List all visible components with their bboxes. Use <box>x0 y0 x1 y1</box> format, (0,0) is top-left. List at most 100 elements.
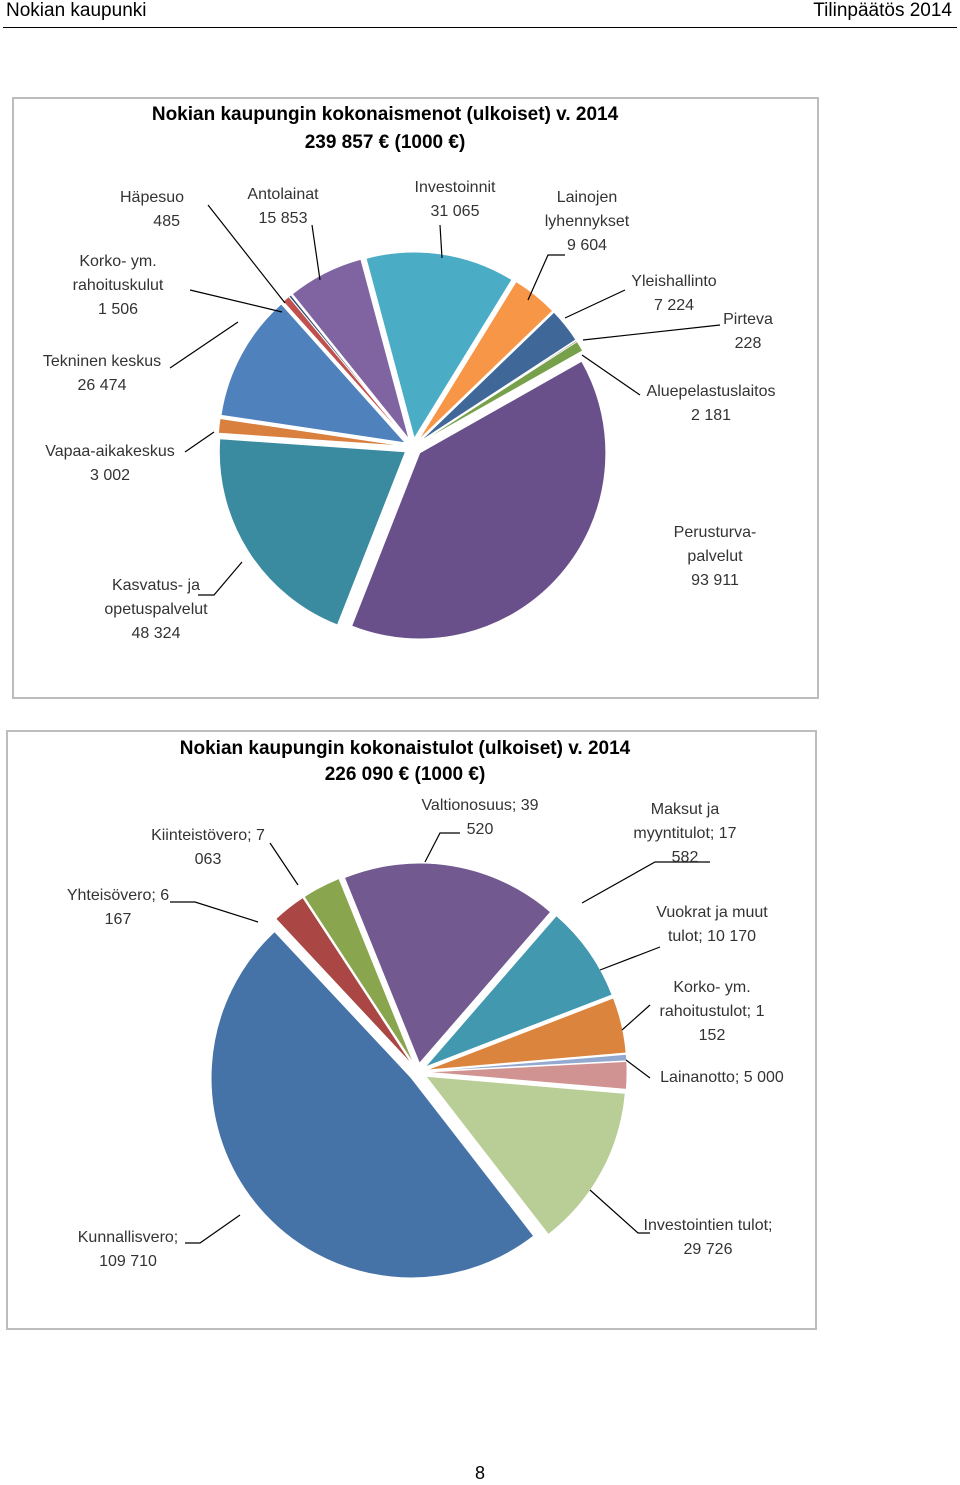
category-label: Kasvatus- ja opetuspalvelut <box>104 577 208 618</box>
value-label: 2 181 <box>690 407 732 424</box>
data-label: Aluepelastuslaitos 2 181 <box>631 380 791 428</box>
value-label: 93 911 <box>691 572 739 589</box>
pie-slice <box>275 897 413 1066</box>
chart-subtitle: 226 090 € (1000 €) <box>324 764 486 785</box>
leader-line <box>169 321 239 369</box>
data-label: Lainanotto; 5 000 <box>637 1066 807 1090</box>
chart-frame <box>12 97 819 699</box>
category-label: Perusturva-palvelut <box>673 524 757 565</box>
data-label: Antolainat 15 853 <box>228 183 338 231</box>
leader-line <box>581 354 641 396</box>
value-label: 48 324 <box>131 625 181 642</box>
value-label: 31 065 <box>430 203 480 220</box>
header-left: Nokian kaupunki <box>6 0 147 21</box>
category-label: Lainanotto; 5 000 <box>660 1069 784 1086</box>
data-label: Kasvatus- ja opetuspalvelut 48 324 <box>91 574 221 646</box>
category-label: Pirteva <box>723 311 773 328</box>
chart-title: Nokian kaupungin kokonaistulot (ulkoiset… <box>179 738 631 759</box>
leader-line <box>439 224 443 259</box>
leader-line <box>582 324 721 341</box>
category-label: Yhteisövero; 6 167 <box>66 887 170 928</box>
data-label: Yleishallinto 7 224 <box>619 270 729 318</box>
data-label: Tekninen keskus 26 474 <box>27 350 177 398</box>
data-label: Valtionosuus; 39 520 <box>420 794 540 842</box>
pie-slice <box>218 438 406 626</box>
leader-line <box>621 1004 651 1031</box>
category-label: Kiinteistövero; 7 063 <box>151 827 265 868</box>
category-label: Aluepelastuslaitos <box>646 383 776 400</box>
pie-slice <box>210 931 535 1279</box>
category-label: Vapaa-aikakeskus <box>45 443 175 460</box>
category-label: Investointien tulot; 29 726 <box>643 1217 773 1258</box>
category-label: Korko- ym. rahoitustulot; 1 152 <box>659 979 765 1044</box>
chart-frame <box>6 730 817 1330</box>
data-label: Korko- ym. rahoituskulut 1 506 <box>61 250 176 322</box>
leader-line <box>189 289 283 313</box>
data-label: Vuokrat ja muut tulot; 10 170 <box>637 901 787 949</box>
pie-slice <box>291 258 410 440</box>
value-label: 7 224 <box>653 297 695 314</box>
value-label: 485 <box>153 213 180 230</box>
pie-slice <box>418 281 554 441</box>
data-label: Investointien tulot; 29 726 <box>643 1214 773 1262</box>
data-label: Investoinnit 31 065 <box>395 176 515 224</box>
value-label: 3 002 <box>89 467 131 484</box>
leader-line <box>269 842 299 886</box>
category-label: Kunnallisvero; 109 710 <box>77 1229 179 1270</box>
category-label: Tekninen keskus <box>42 353 162 370</box>
chart-subtitle: 239 857 € (1000 €) <box>304 132 466 153</box>
leader-lines <box>169 204 721 1244</box>
category-label: Yleishallinto <box>631 273 717 290</box>
pie-slice <box>344 862 552 1064</box>
value-label: 228 <box>734 335 762 352</box>
data-label: Pirteva 228 <box>708 308 788 356</box>
category-label: Vuokrat ja muut tulot; 10 170 <box>656 904 768 945</box>
leader-line <box>198 561 243 596</box>
data-label: Kiinteistövero; 7 063 <box>143 824 273 872</box>
data-label: Maksut ja myyntitulot; 17 582 <box>620 798 750 870</box>
pie-slice <box>303 878 415 1065</box>
category-label: Investoinnit <box>414 179 496 196</box>
value-label: 15 853 <box>258 210 308 227</box>
chart-title: Nokian kaupungin kokonaismenot (ulkoiset… <box>151 104 619 125</box>
pie-slice <box>426 997 627 1071</box>
category-label: Antolainat <box>247 186 319 203</box>
header-rule <box>3 27 957 28</box>
pie-slice <box>218 418 405 447</box>
data-label: Perusturva-palvelut 93 911 <box>665 521 765 593</box>
page-number: 8 <box>474 1463 485 1483</box>
category-label: Korko- ym. rahoituskulut <box>72 253 164 294</box>
value-label: 1 506 <box>97 301 139 318</box>
leader-line <box>184 431 215 453</box>
pie-slice <box>351 360 607 640</box>
leader-line <box>564 289 626 319</box>
data-label: Häpesuo 485 <box>120 186 184 234</box>
leader-line <box>424 832 460 863</box>
category-label: Valtionosuus; 39 520 <box>421 797 539 838</box>
leader-line <box>527 254 565 301</box>
pie-slice <box>419 311 577 442</box>
category-label: Lainojen lyhennykset <box>544 189 630 230</box>
leader-line <box>185 1214 241 1244</box>
data-label: Yhteisövero; 6 167 <box>53 884 183 932</box>
category-label: Häpesuo <box>120 189 185 206</box>
value-label: 26 474 <box>77 377 127 394</box>
data-label: Korko- ym. rahoitustulot; 1 152 <box>647 976 777 1048</box>
data-label: Vapaa-aikakeskus 3 002 <box>35 440 185 488</box>
pie-slice <box>425 1075 626 1235</box>
header-right: Tilinpäätös 2014 <box>813 0 952 21</box>
leader-line <box>170 901 259 923</box>
data-label: Lainojen lyhennykset 9 604 <box>532 186 642 258</box>
pie-slice <box>426 1061 628 1090</box>
data-label: Kunnallisvero; 109 710 <box>63 1226 193 1274</box>
category-label: Maksut ja myyntitulot; 17 582 <box>633 801 737 866</box>
leader-line <box>207 204 286 304</box>
value-label: 9 604 <box>566 237 608 254</box>
leader-line <box>599 946 661 971</box>
leader-line <box>589 1189 650 1234</box>
leader-line <box>581 861 710 904</box>
pie-slice <box>220 303 407 444</box>
leader-line <box>311 224 321 281</box>
